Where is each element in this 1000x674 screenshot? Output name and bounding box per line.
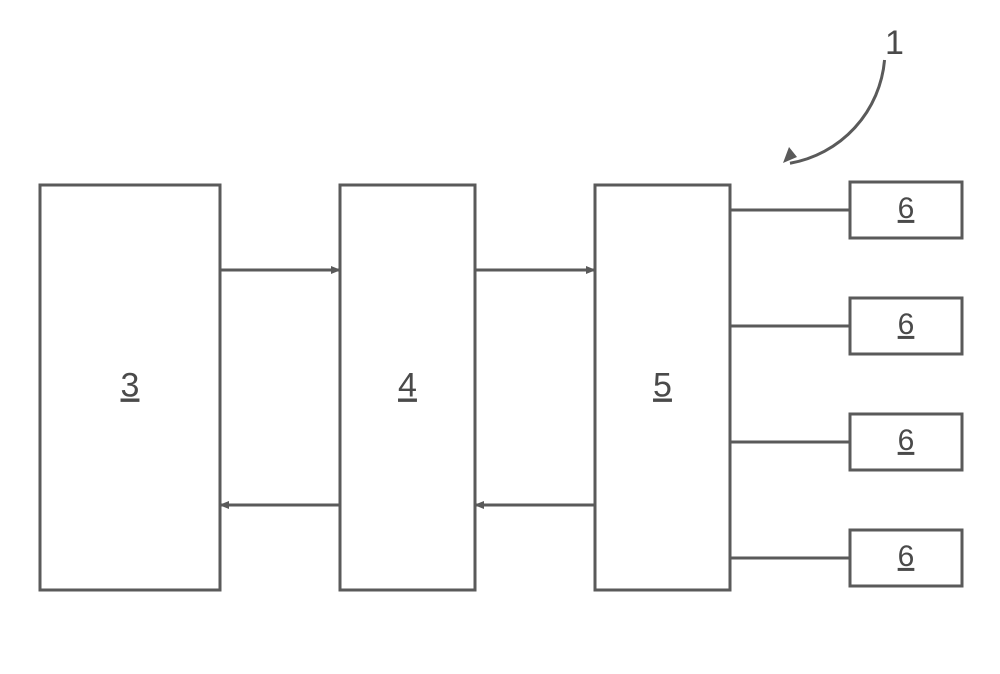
small-block-1-label: 6 (898, 308, 915, 341)
callout-arrowhead (783, 147, 797, 163)
diagram-canvas: 3 4 5 6 6 6 6 1 (0, 0, 1000, 674)
small-block-3-label: 6 (898, 540, 915, 573)
block-5-label: 5 (653, 366, 672, 404)
callout-label: 1 (885, 24, 904, 62)
block-3-label: 3 (121, 366, 140, 404)
small-block-0-label: 6 (898, 192, 915, 225)
callout-arc (790, 60, 885, 163)
block-4-label: 4 (398, 366, 417, 404)
small-block-2-label: 6 (898, 424, 915, 457)
